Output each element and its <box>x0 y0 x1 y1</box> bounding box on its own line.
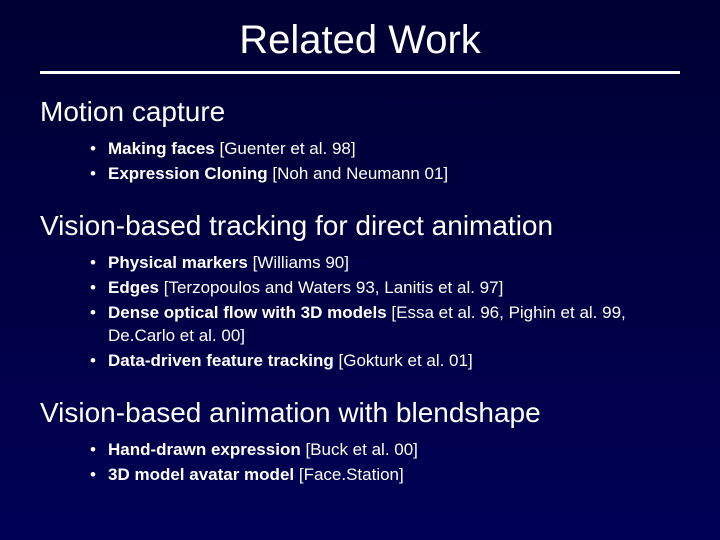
section-heading: Motion capture <box>40 96 680 128</box>
item-ref: [Guenter et al. 98] <box>215 139 356 158</box>
list-item: Hand-drawn expression [Buck et al. 00] <box>90 439 680 462</box>
section-vision-blendshape: Vision-based animation with blendshape H… <box>40 397 680 487</box>
item-bold: Data-driven feature tracking <box>108 351 334 370</box>
item-ref: [Noh and Neumann 01] <box>268 164 449 183</box>
bullet-list: Hand-drawn expression [Buck et al. 00] 3… <box>40 439 680 487</box>
item-bold: Making faces <box>108 139 215 158</box>
list-item: Expression Cloning [Noh and Neumann 01] <box>90 163 680 186</box>
item-ref: [Buck et al. 00] <box>301 440 418 459</box>
list-item: Making faces [Guenter et al. 98] <box>90 138 680 161</box>
bullet-list: Physical markers [Williams 90] Edges [Te… <box>40 252 680 373</box>
section-motion-capture: Motion capture Making faces [Guenter et … <box>40 96 680 186</box>
list-item: Dense optical flow with 3D models [Essa … <box>90 302 680 348</box>
list-item: 3D model avatar model [Face.Station] <box>90 464 680 487</box>
item-ref: [Williams 90] <box>248 253 349 272</box>
section-heading: Vision-based animation with blendshape <box>40 397 680 429</box>
list-item: Physical markers [Williams 90] <box>90 252 680 275</box>
list-item: Data-driven feature tracking [Gokturk et… <box>90 350 680 373</box>
slide-container: Related Work Motion capture Making faces… <box>0 0 720 540</box>
section-vision-tracking: Vision-based tracking for direct animati… <box>40 210 680 373</box>
bullet-list: Making faces [Guenter et al. 98] Express… <box>40 138 680 186</box>
item-ref: [Terzopoulos and Waters 93, Lanitis et a… <box>159 278 503 297</box>
section-heading: Vision-based tracking for direct animati… <box>40 210 680 242</box>
item-ref: [Gokturk et al. 01] <box>334 351 473 370</box>
item-ref: [Face.Station] <box>294 465 404 484</box>
item-bold: Physical markers <box>108 253 248 272</box>
title-divider <box>40 71 680 74</box>
item-bold: 3D model avatar model <box>108 465 294 484</box>
item-bold: Edges <box>108 278 159 297</box>
item-bold: Dense optical flow with 3D models <box>108 303 387 322</box>
item-bold: Expression Cloning <box>108 164 268 183</box>
list-item: Edges [Terzopoulos and Waters 93, Laniti… <box>90 277 680 300</box>
item-bold: Hand-drawn expression <box>108 440 301 459</box>
slide-title: Related Work <box>40 18 680 63</box>
